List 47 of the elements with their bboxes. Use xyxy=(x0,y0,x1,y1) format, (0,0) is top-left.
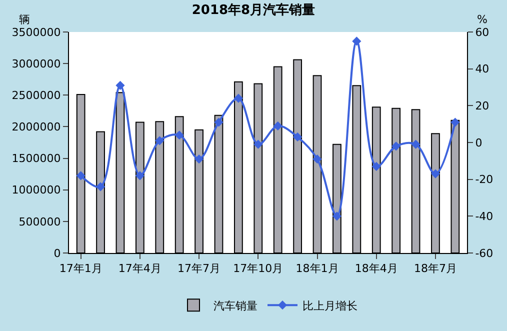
point xyxy=(96,182,106,192)
y2-tick-label: -20 xyxy=(475,173,494,186)
x-tick-label: 18年4月 xyxy=(354,262,398,276)
y2-tick-label: 60 xyxy=(475,26,490,39)
point xyxy=(116,80,125,90)
point xyxy=(76,171,86,180)
point xyxy=(352,36,362,46)
y2-tick-label: 20 xyxy=(475,100,490,113)
y-tick-label: 1000000 xyxy=(12,184,61,197)
point xyxy=(332,212,342,221)
point xyxy=(155,136,164,146)
point xyxy=(312,154,322,164)
point xyxy=(214,118,224,127)
y-tick-label: 1500000 xyxy=(12,152,61,166)
point xyxy=(273,121,282,130)
point xyxy=(194,154,204,164)
x-tick-label: 17年10月 xyxy=(233,262,284,276)
point xyxy=(450,118,460,127)
y-tick-label: 500000 xyxy=(18,215,61,228)
point xyxy=(254,140,263,149)
y-tick-label: 0 xyxy=(54,246,61,260)
point xyxy=(135,171,144,180)
y-axis-title: 辆 xyxy=(19,13,30,26)
x-tick-label: 17年4月 xyxy=(118,262,162,276)
y-tick-label: 3000000 xyxy=(12,57,61,70)
y2-tick-label: -60 xyxy=(475,246,494,260)
legend-label: 汽车销量 xyxy=(214,299,258,312)
point xyxy=(372,162,381,171)
point xyxy=(430,169,440,178)
x-tick-label: 17年1月 xyxy=(59,262,102,276)
point xyxy=(234,94,243,103)
point xyxy=(411,140,420,149)
x-tick-label: 18年1月 xyxy=(296,262,339,276)
y2-tick-label: 40 xyxy=(475,62,490,76)
y2-tick-label: 0 xyxy=(475,136,482,150)
point xyxy=(293,132,302,142)
y-tick-label: 2000000 xyxy=(12,120,61,134)
x-tick-label: 17年7月 xyxy=(178,262,221,276)
point xyxy=(174,130,184,140)
point xyxy=(392,142,401,151)
chart-title: 2018年8月汽车销量 xyxy=(192,2,316,18)
legend-label: 比上月增长 xyxy=(302,299,358,312)
x-tick-label: 18年7月 xyxy=(414,262,457,276)
y2-tick-label: -40 xyxy=(475,210,494,224)
y-tick-label: 2500000 xyxy=(12,88,61,102)
y2-axis-title: % xyxy=(477,13,488,26)
y-tick-label: 3500000 xyxy=(12,26,61,39)
